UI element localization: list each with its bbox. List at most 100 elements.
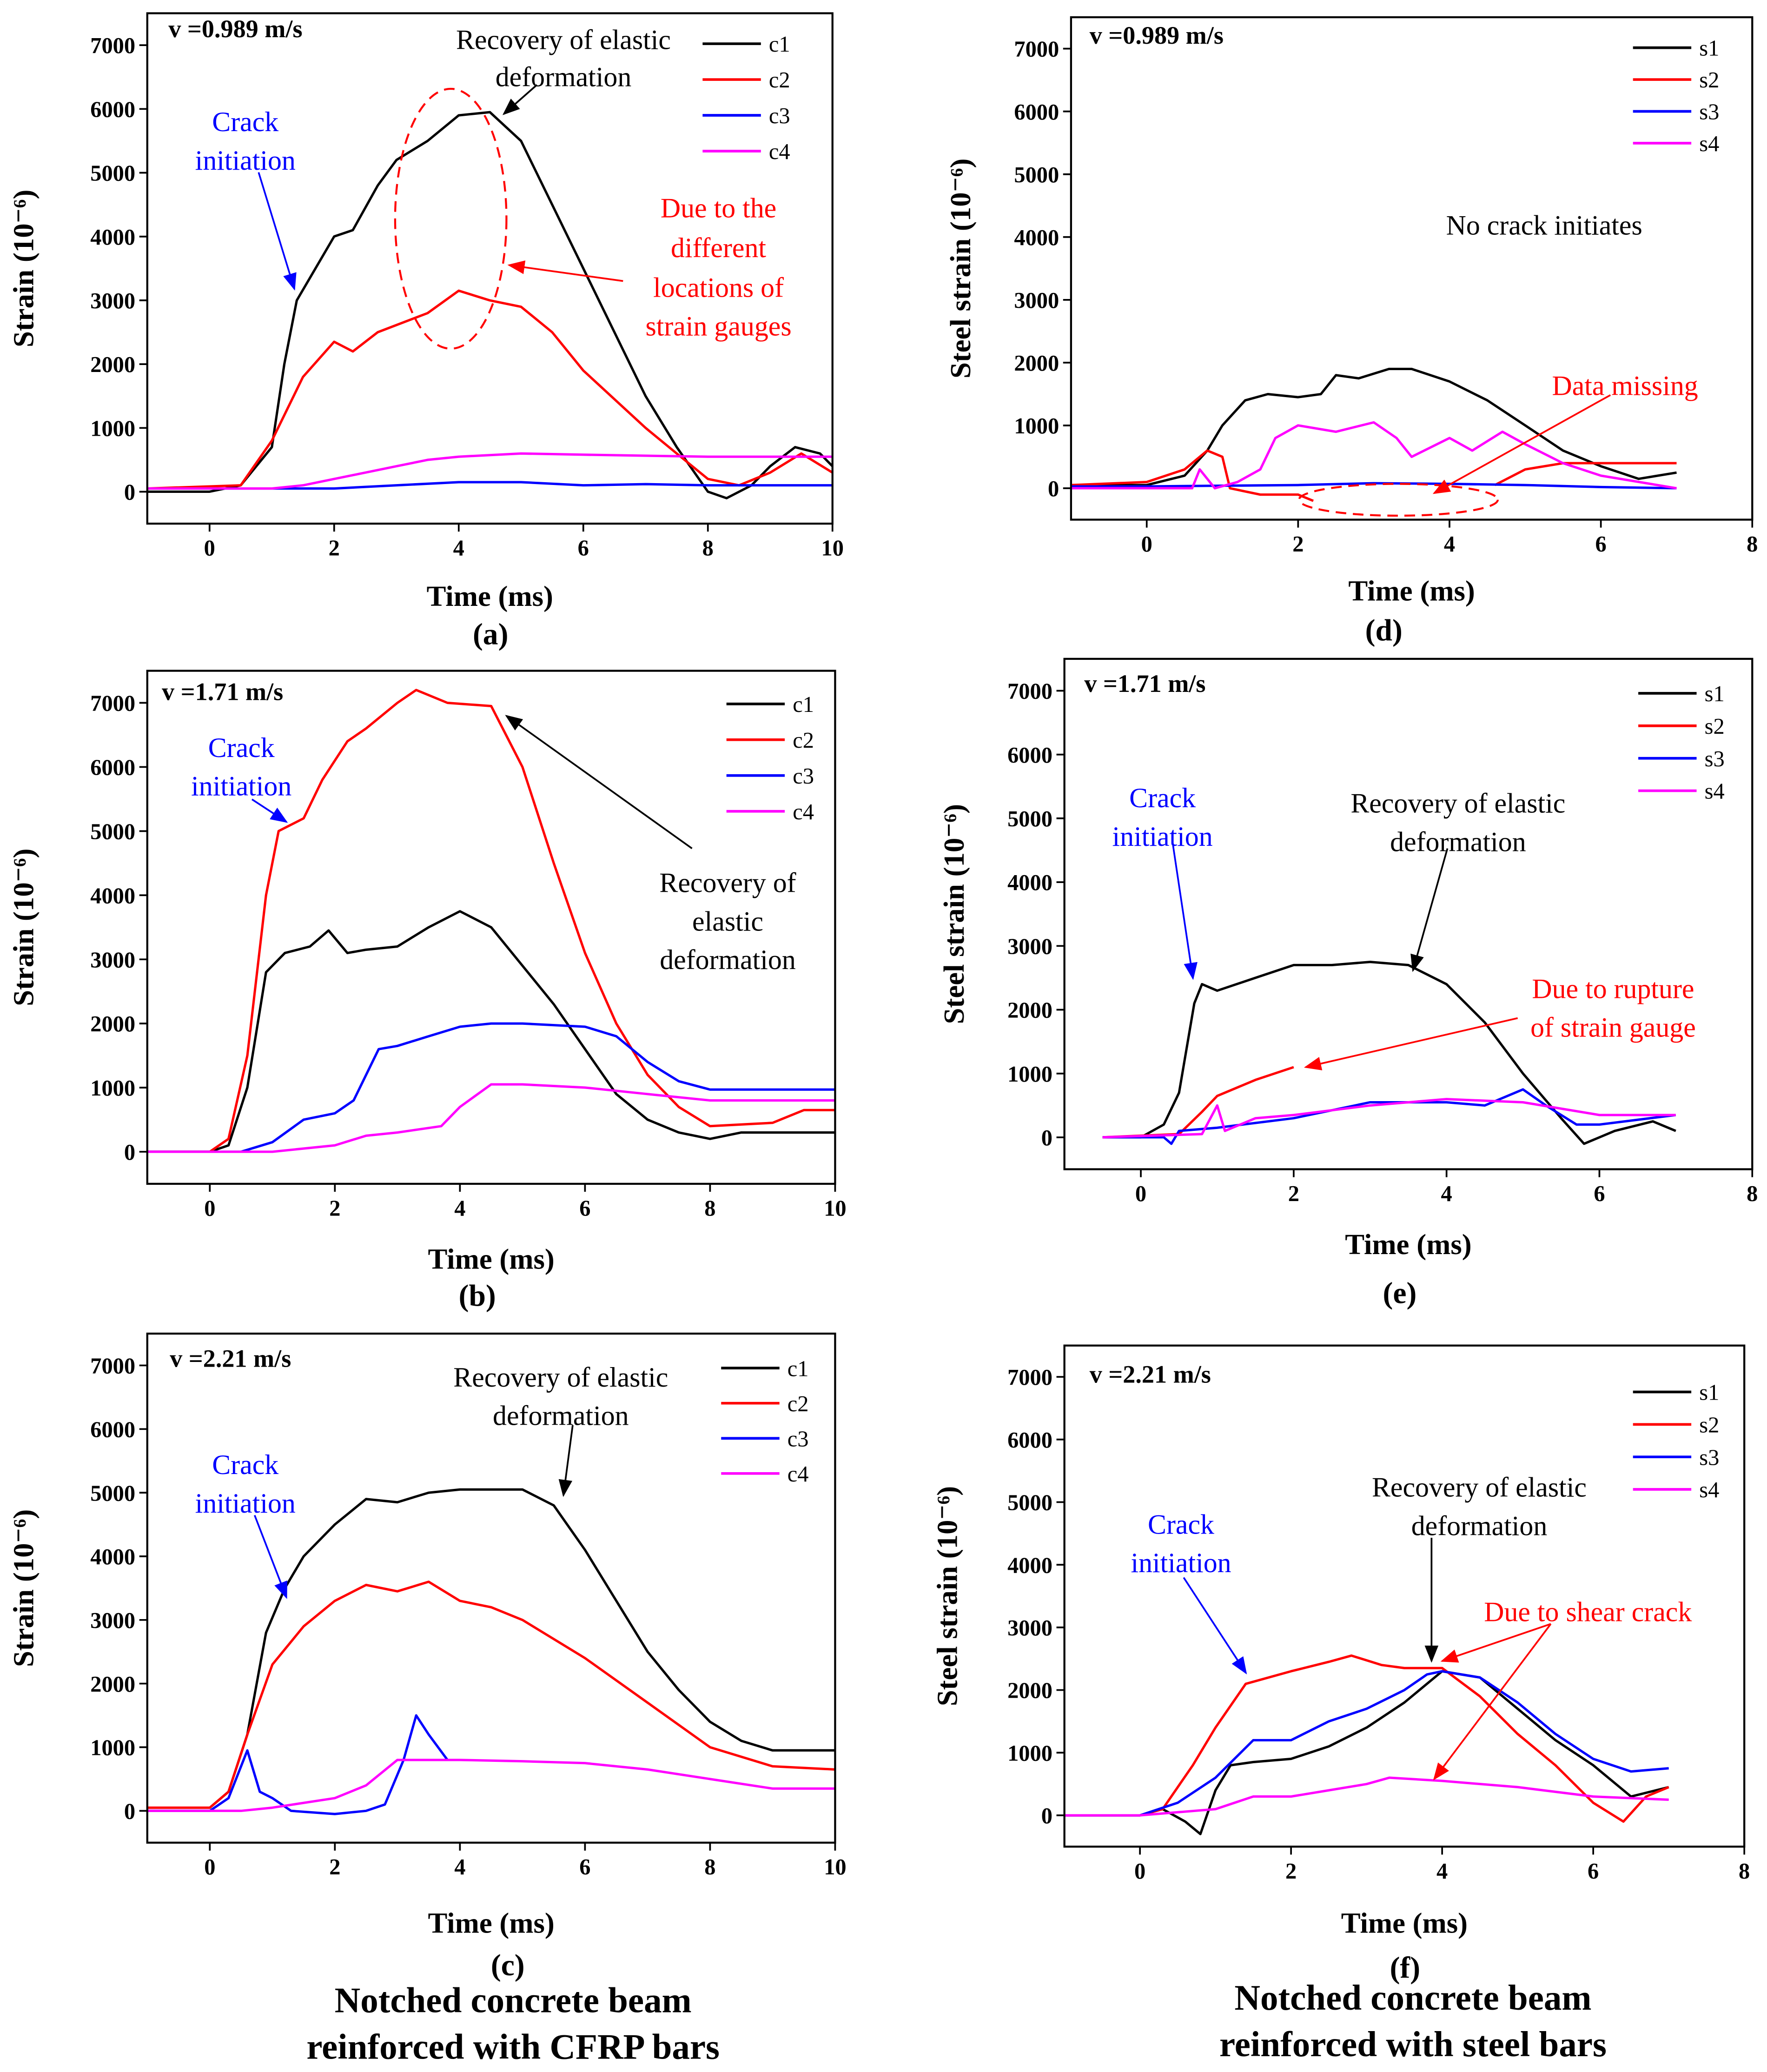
y-tick-label: 4000 [1007, 1553, 1052, 1578]
y-tick-label: 3000 [1007, 934, 1052, 959]
y-tick-label: 7000 [1007, 1365, 1052, 1390]
x-tick-label: 6 [579, 1855, 590, 1879]
annotation-text: deformation [1411, 1510, 1548, 1541]
footer-right-line1: Notched concrete beam [1234, 1978, 1591, 2018]
x-tick-label: 10 [821, 536, 844, 561]
y-tick-label: 4000 [1014, 226, 1059, 250]
legend-label-s1: s1 [1699, 1381, 1719, 1405]
series-line-c1 [147, 111, 833, 499]
chart-panel-f: s1 s2 s3 s4 0 2 4 6 8 0 1000 2000 3000 4000 5000 6000 70… [931, 1344, 1750, 1985]
legend-label-s4: s4 [1705, 779, 1725, 804]
annotation-arrow [505, 715, 693, 850]
x-tick-label: 4 [454, 1855, 465, 1879]
y-tick-label: 1000 [1007, 1062, 1052, 1087]
y-tick-label: 0 [124, 1799, 135, 1824]
x-tick-label: 8 [704, 1855, 715, 1879]
series-line-s4 [1064, 1776, 1669, 1817]
x-axis-label: Time (ms) [1341, 1907, 1468, 1939]
y-axis-label: Steel strain (10⁻⁶) [931, 1486, 964, 1706]
legend-label-s3: s3 [1705, 747, 1725, 771]
series-line-c3 [147, 481, 833, 490]
plot-frame [146, 670, 836, 1185]
y-tick-label: 1000 [90, 416, 135, 441]
annotation-text: initiation [195, 145, 296, 176]
annotation-text: Recovery of [659, 868, 796, 898]
annotation-text: deformation [496, 61, 632, 92]
annotation-text: Crack [1129, 783, 1196, 813]
panel-caption: (b) [459, 1279, 496, 1313]
y-tick-label: 4000 [90, 1545, 135, 1569]
legend-label-s1: s1 [1705, 682, 1725, 706]
y-tick-label: 6000 [90, 1417, 135, 1442]
y-tick-label: 5000 [1007, 807, 1052, 831]
annotation-text: Recovery of elastic [453, 1362, 668, 1393]
chart-panel-b: c1 c2 c3 c4 0 2 4 6 8 10 0 1000 2000 3000 4000 5000 6000… [7, 670, 847, 1313]
y-tick-label: 2000 [90, 352, 135, 377]
y-tick-label: 6000 [90, 756, 135, 780]
chart-panel-e: s1 s2 s3 s4 0 2 4 6 8 0 1000 2000 3000 4000 5000 6000 70… [938, 657, 1758, 1310]
x-tick-label: 0 [204, 536, 215, 561]
annotation-text: Recovery of elastic [456, 24, 671, 55]
y-axis-label: Strain (10⁻⁶) [7, 849, 40, 1006]
series-line-s2 [1102, 1066, 1294, 1139]
plot-frame [1063, 657, 1754, 1170]
y-tick-label: 5000 [90, 1481, 135, 1506]
y-tick-label: 6000 [1014, 100, 1059, 125]
legend-label-s3: s3 [1699, 1445, 1719, 1470]
y-tick-label: 3000 [1014, 288, 1059, 313]
y-tick-label: 3000 [90, 948, 135, 972]
legend-label-c3: c3 [769, 104, 790, 128]
plot-frame [146, 1332, 836, 1844]
legend-label-s3: s3 [1699, 100, 1719, 125]
series-line-c2 [147, 1581, 835, 1809]
x-tick-label: 2 [1288, 1182, 1299, 1206]
x-tick-label: 2 [329, 536, 340, 561]
plot-frame [146, 12, 834, 525]
y-tick-label: 6000 [1007, 1428, 1052, 1453]
annotation-text: Recovery of elastic [1350, 788, 1565, 819]
y-tick-label: 4000 [90, 225, 135, 250]
y-tick-label: 7000 [90, 33, 135, 58]
series-line-c4 [147, 1083, 835, 1153]
footer-left-line1: Notched concrete beam [335, 1980, 692, 2020]
x-axis-label: Time (ms) [428, 1907, 554, 1939]
series-line-s1 [1071, 367, 1677, 486]
series-line-c3 [147, 1022, 835, 1153]
panel-caption: (e) [1383, 1276, 1417, 1310]
y-tick-label: 1000 [1014, 414, 1059, 438]
annotation-text: Recovery of elastic [1372, 1472, 1587, 1503]
x-tick-label: 8 [704, 1196, 715, 1221]
x-tick-label: 6 [1595, 532, 1607, 557]
annotation-text: strain gauges [645, 311, 791, 341]
y-tick-label: 5000 [1007, 1491, 1052, 1515]
annotation-text: Crack [212, 1449, 278, 1480]
y-tick-label: 0 [1048, 477, 1059, 501]
plot-frame [1070, 16, 1754, 521]
series-line-c2 [147, 689, 835, 1153]
annotation-arrow [1183, 1577, 1247, 1674]
y-tick-label: 2000 [90, 1012, 135, 1036]
y-tick-label: 0 [1041, 1804, 1052, 1828]
x-tick-label: 8 [1747, 1182, 1758, 1206]
x-tick-label: 8 [702, 536, 714, 561]
y-tick-label: 6000 [1007, 743, 1052, 768]
annotation-text: different [671, 232, 766, 263]
series-line-c4 [147, 452, 833, 490]
x-tick-label: 6 [578, 536, 589, 561]
annotation-arrow [558, 1425, 574, 1497]
annotation-arrow [1433, 1623, 1552, 1780]
legend-label-c2: c2 [788, 1392, 809, 1416]
annotation-text: initiation [191, 771, 291, 802]
x-tick-label: 10 [824, 1855, 846, 1879]
y-tick-label: 3000 [90, 289, 135, 313]
panel-caption: (f) [1390, 1952, 1421, 1985]
y-tick-label: 1000 [90, 1736, 135, 1760]
panel-caption: (d) [1365, 614, 1403, 647]
legend-label-s4: s4 [1699, 1478, 1719, 1502]
annotation-text: initiation [1131, 1547, 1231, 1578]
legend-label-c1: c1 [769, 32, 790, 57]
series-line-s3 [1071, 482, 1677, 490]
x-tick-label: 4 [453, 536, 464, 561]
annotation-text: Crack [1148, 1509, 1214, 1540]
